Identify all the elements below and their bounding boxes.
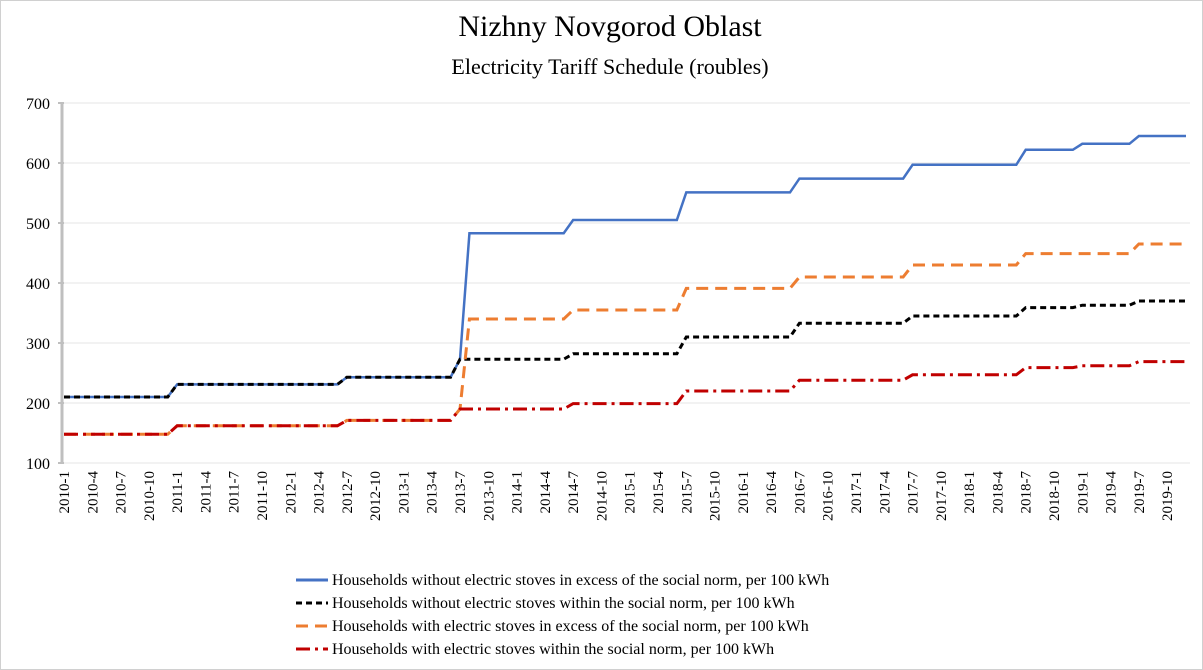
- x-tick-label: 2019-1: [1075, 471, 1091, 514]
- x-tick-label: 2012-7: [340, 471, 356, 514]
- x-tick-label: 2013-7: [453, 471, 469, 514]
- x-tick-label: 2015-7: [679, 471, 695, 514]
- x-tick-label: 2017-7: [906, 471, 922, 514]
- x-tick-label: 2010-10: [142, 471, 158, 521]
- x-tick-label: 2018-10: [1047, 471, 1063, 521]
- x-tick-label: 2010-7: [114, 471, 130, 514]
- x-tick-label: 2016-10: [821, 471, 837, 521]
- x-tick-label: 2019-7: [1132, 471, 1148, 514]
- x-tick-label: 2016-4: [764, 471, 780, 514]
- chart-title: Nizhny Novgorod Oblast: [458, 10, 762, 43]
- chart-subtitle: Electricity Tariff Schedule (roubles): [451, 54, 768, 79]
- y-tick-label: 300: [26, 336, 50, 353]
- x-tick-label: 2013-4: [425, 471, 441, 514]
- series-line: [64, 360, 1186, 436]
- x-tick-label: 2010-4: [85, 471, 101, 514]
- x-tick-label: 2017-1: [849, 471, 865, 514]
- x-tick-label: 2016-7: [792, 471, 808, 514]
- y-tick-label: 400: [26, 276, 50, 293]
- x-tick-label: 2012-10: [368, 471, 384, 521]
- y-tick-label: 700: [26, 96, 50, 113]
- y-tick-label: 600: [26, 156, 50, 173]
- y-tick-label: 200: [26, 396, 50, 413]
- legend-label: Households without electric stoves in ex…: [332, 572, 829, 589]
- x-tick-label: 2016-1: [736, 471, 752, 514]
- x-tick-label: 2015-10: [708, 471, 724, 521]
- x-tick-label: 2017-10: [934, 471, 950, 521]
- x-tick-label: 2015-4: [651, 471, 667, 514]
- x-tick-label: 2011-1: [170, 471, 186, 513]
- x-tick-label: 2014-1: [510, 471, 526, 514]
- x-tick-label: 2014-10: [594, 471, 610, 521]
- x-tick-label: 2017-4: [877, 471, 893, 514]
- x-tick-label: 2018-1: [962, 471, 978, 514]
- x-tick-label: 2010-1: [57, 471, 73, 514]
- y-tick-label: 100: [26, 456, 50, 473]
- x-tick-label: 2012-4: [312, 471, 328, 514]
- x-tick-label: 2013-1: [396, 471, 412, 514]
- y-tick-label: 500: [26, 216, 50, 233]
- legend-label: Households without electric stoves withi…: [332, 595, 795, 612]
- x-tick-label: 2019-4: [1104, 471, 1120, 514]
- x-tick-label: 2011-7: [227, 471, 243, 513]
- x-tick-label: 2011-4: [198, 471, 214, 513]
- x-tick-label: 2011-10: [255, 471, 271, 520]
- legend-label: Households with electric stoves within t…: [332, 641, 774, 658]
- x-tick-label: 2019-10: [1160, 471, 1176, 521]
- x-tick-label: 2018-7: [1019, 471, 1035, 514]
- x-tick-label: 2015-1: [623, 471, 639, 514]
- legend-label: Households with electric stoves in exces…: [332, 618, 809, 635]
- x-tick-label: 2018-4: [990, 471, 1006, 514]
- x-tick-label: 2014-7: [566, 471, 582, 514]
- series-line: [64, 299, 1186, 399]
- x-tick-label: 2013-10: [481, 471, 497, 521]
- x-tick-label: 2012-1: [283, 471, 299, 514]
- x-tick-label: 2014-4: [538, 471, 554, 514]
